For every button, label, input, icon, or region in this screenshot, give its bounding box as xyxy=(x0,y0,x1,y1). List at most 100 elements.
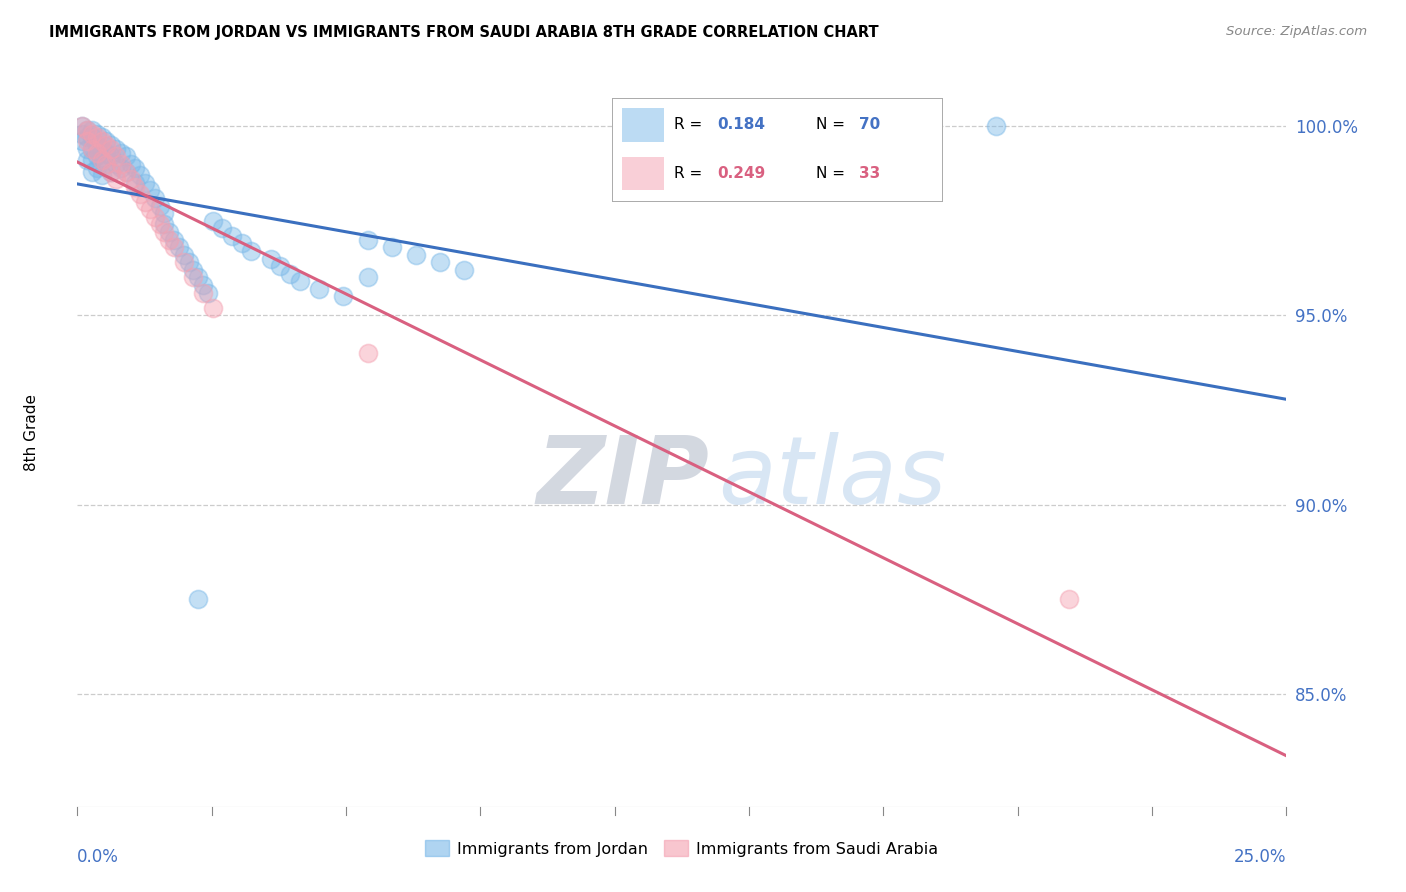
Text: 25.0%: 25.0% xyxy=(1234,848,1286,866)
Point xyxy=(163,240,186,254)
Point xyxy=(105,172,128,186)
Point xyxy=(100,138,122,153)
Point xyxy=(100,142,122,156)
Point xyxy=(153,225,176,239)
Point xyxy=(129,169,152,183)
Point xyxy=(134,176,156,190)
Point xyxy=(96,138,118,153)
Point xyxy=(114,164,136,178)
Point xyxy=(124,179,146,194)
Point xyxy=(231,236,253,251)
Point xyxy=(100,164,122,178)
Point xyxy=(148,198,170,212)
Text: 0.0%: 0.0% xyxy=(77,848,120,866)
Point xyxy=(110,157,132,171)
Point xyxy=(405,248,427,262)
Point xyxy=(173,248,195,262)
Text: IMMIGRANTS FROM JORDAN VS IMMIGRANTS FROM SAUDI ARABIA 8TH GRADE CORRELATION CHA: IMMIGRANTS FROM JORDAN VS IMMIGRANTS FRO… xyxy=(49,25,879,40)
Point xyxy=(86,127,108,141)
FancyBboxPatch shape xyxy=(621,109,665,142)
Point xyxy=(114,149,136,163)
Point xyxy=(191,285,214,300)
Point xyxy=(153,218,176,232)
Point xyxy=(80,142,103,156)
Point xyxy=(96,157,118,171)
Point xyxy=(70,119,93,133)
Point xyxy=(332,289,354,303)
Text: R =: R = xyxy=(675,117,703,132)
Point xyxy=(356,270,378,285)
Point xyxy=(76,134,98,148)
Point xyxy=(110,145,132,160)
Point xyxy=(105,149,128,163)
Text: 0.249: 0.249 xyxy=(717,166,766,180)
Text: Source: ZipAtlas.com: Source: ZipAtlas.com xyxy=(1226,25,1367,38)
Point xyxy=(80,153,103,168)
Point xyxy=(70,134,93,148)
Point xyxy=(96,134,118,148)
Text: R =: R = xyxy=(675,166,703,180)
Point xyxy=(139,183,162,197)
Point xyxy=(221,228,243,243)
Point xyxy=(356,346,378,360)
Point xyxy=(191,278,214,293)
Point xyxy=(96,157,118,171)
Point xyxy=(76,123,98,137)
Point xyxy=(269,259,291,273)
Point xyxy=(90,153,112,168)
Point xyxy=(288,274,311,288)
Point xyxy=(120,157,142,171)
Point xyxy=(76,123,98,137)
Point xyxy=(80,164,103,178)
Point xyxy=(143,210,166,224)
Point xyxy=(453,263,475,277)
Point xyxy=(86,161,108,175)
Point xyxy=(86,138,108,153)
Point xyxy=(80,123,103,137)
Text: 70: 70 xyxy=(859,117,880,132)
Point xyxy=(187,270,209,285)
Point xyxy=(114,164,136,178)
Point xyxy=(96,145,118,160)
Text: N =: N = xyxy=(817,117,845,132)
Point xyxy=(177,255,200,269)
Text: atlas: atlas xyxy=(718,432,946,523)
Point xyxy=(120,172,142,186)
Point xyxy=(80,127,103,141)
Point xyxy=(86,149,108,163)
Point xyxy=(240,244,263,258)
Point xyxy=(211,221,233,235)
Point xyxy=(356,233,378,247)
Point xyxy=(173,255,195,269)
Point xyxy=(183,263,205,277)
Point xyxy=(100,164,122,178)
Text: 8th Grade: 8th Grade xyxy=(24,394,39,471)
Point xyxy=(157,225,180,239)
Point xyxy=(148,218,170,232)
Point xyxy=(76,130,98,145)
Point xyxy=(143,191,166,205)
Point xyxy=(80,142,103,156)
Point xyxy=(100,149,122,163)
Point xyxy=(187,592,209,607)
Point xyxy=(90,130,112,145)
Point xyxy=(278,267,301,281)
Point xyxy=(129,187,152,202)
Point xyxy=(110,161,132,175)
Point xyxy=(124,161,146,175)
Point xyxy=(157,233,180,247)
Point xyxy=(86,130,108,145)
Text: N =: N = xyxy=(817,166,845,180)
Point xyxy=(986,119,1008,133)
Point xyxy=(134,194,156,209)
Point xyxy=(201,213,224,227)
Point xyxy=(76,153,98,168)
Point xyxy=(1057,592,1080,607)
Point xyxy=(308,282,330,296)
Point xyxy=(90,169,112,183)
Point xyxy=(80,130,103,145)
Point xyxy=(167,240,190,254)
Text: 0.184: 0.184 xyxy=(717,117,765,132)
Point xyxy=(76,142,98,156)
Point xyxy=(105,157,128,171)
